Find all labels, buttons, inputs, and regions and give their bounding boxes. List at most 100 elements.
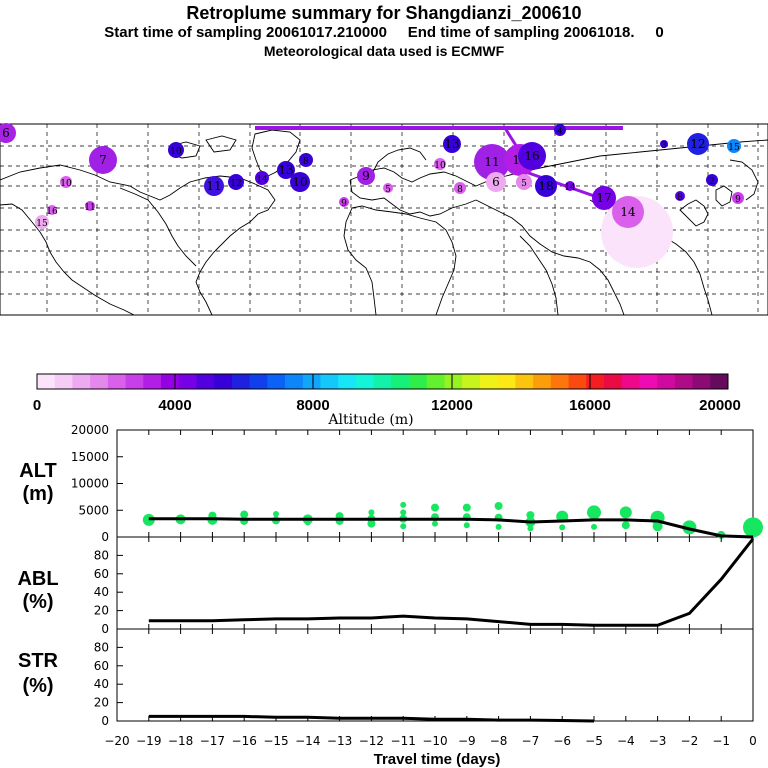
plume-marker-label-29: 11 (84, 203, 95, 213)
alt-scatter-point-30 (526, 511, 535, 520)
x-tick-label-17: −3 (649, 734, 667, 748)
plume-marker-label-8: 13 (278, 163, 293, 177)
x-tick-label-5: −15 (263, 734, 288, 748)
colorbar-segment-13 (267, 374, 286, 389)
colorbar-segment-6 (143, 374, 162, 389)
colorbar-segment-32 (603, 374, 623, 389)
plume-marker-16 (518, 142, 546, 170)
plume-marker-label-17: 18 (538, 179, 553, 193)
colorbar-segments (37, 374, 729, 389)
plume-marker-1 (89, 146, 117, 174)
plume-marker-27 (554, 124, 566, 136)
plume-marker-24 (675, 191, 685, 201)
plume-marker-label-33: 8 (457, 185, 463, 195)
colorbar-title: Altitude (m) (327, 412, 413, 428)
plume-marker-10 (299, 153, 313, 167)
plume-marker-34 (383, 183, 393, 193)
x-axis-label: Travel time (days) (374, 751, 501, 768)
colorbar-segment-34 (639, 374, 658, 389)
alt-scatter-point-25 (495, 523, 502, 530)
plume-marker-14 (474, 144, 510, 180)
plume-marker-label-19: 14 (620, 205, 636, 219)
x-tick-label-6: −14 (295, 734, 320, 748)
colorbar-segment-7 (161, 374, 180, 389)
plume-marker-label-7: 14 (256, 175, 268, 185)
plume-marker-4 (168, 142, 184, 158)
colorbar-segment-2 (72, 374, 91, 389)
x-tick-label-0: −20 (104, 734, 129, 748)
alt-scatter-point-41 (743, 517, 763, 538)
x-tick-label-2: −18 (168, 734, 193, 748)
x-tick-label-16: −4 (617, 734, 635, 748)
colorbar-segment-16 (320, 374, 339, 389)
title-block: Retroplume summary for Shangdianzi_20061… (0, 2, 768, 60)
alt-scatter-point-31 (559, 524, 566, 531)
alt-scatter-point-24 (462, 503, 471, 512)
plume-marker-11 (357, 167, 375, 185)
x-tick-label-9: −11 (391, 734, 416, 748)
cb-tick-20000: 20000 (699, 397, 741, 414)
plume-marker-label-6: 12 (230, 179, 241, 189)
abl-ytick-label-2: 40 (94, 585, 109, 599)
plume-marker-13 (443, 135, 461, 153)
alt-series-line (148, 517, 754, 539)
met-data-line: Meteorological data used is ECMWF (263, 43, 505, 59)
plume-marker-label-9: 10 (292, 175, 307, 189)
chart-title: Retroplume summary for Shangdianzi_20061… (186, 3, 582, 23)
alt-scatter-point-27 (494, 501, 503, 510)
plume-marker-label-23: 2 (709, 177, 715, 187)
plume-marker-21 (727, 139, 741, 153)
colorbar-segment-33 (621, 374, 640, 389)
colorbar-segment-29 (550, 374, 570, 389)
x-tick-label-10: −10 (422, 734, 447, 748)
plume-marker-label-24: 8 (677, 193, 683, 203)
cb-tick-12000: 12000 (431, 397, 473, 414)
colorbar-segment-26 (497, 374, 516, 389)
colorbar-segment-35 (657, 374, 676, 389)
abl-ytick-label-1: 20 (94, 604, 109, 618)
alt-ytick-label-2: 10000 (71, 477, 109, 491)
str-ytick-label-0: 0 (101, 714, 109, 728)
str-label: STR (18, 650, 59, 672)
plume-marker-label-34: 5 (385, 185, 391, 195)
plume-marker-label-27: 4 (557, 127, 563, 137)
colorbar-segment-4 (107, 374, 127, 389)
x-tick-label-20: 0 (749, 734, 757, 748)
plume-marker-12 (434, 158, 446, 170)
world-map: 6715161011121413108910131119161817141215… (0, 123, 768, 316)
x-tick-label-4: −16 (232, 734, 257, 748)
abl-unit: (%) (22, 591, 53, 613)
alt-scatter-point-33 (591, 523, 597, 530)
plume-marker-label-28: 10 (60, 179, 72, 189)
plume-marker-label-14: 11 (484, 155, 499, 169)
abl-panel-frame (116, 536, 754, 630)
colorbar-segment-31 (586, 374, 605, 389)
cb-tick-0: 0 (33, 397, 41, 414)
sampling-times: Start time of sampling 20061017.210000 E… (104, 24, 664, 41)
colorbar-segment-21 (409, 374, 428, 389)
plume-marker-31 (565, 181, 575, 191)
x-tick-label-15: −5 (585, 734, 603, 748)
plume-marker-17 (535, 175, 557, 197)
colorbar-segment-0 (37, 374, 56, 389)
colorbar-segment-20 (391, 374, 410, 389)
plume-marker-label-12: 10 (434, 161, 446, 171)
alt-scatter-point-35 (621, 521, 630, 530)
alt-scatter-point-21 (431, 503, 439, 512)
str-ytick-label-3: 60 (94, 659, 109, 673)
colorbar-segment-9 (196, 374, 215, 389)
x-tick-label-3: −17 (200, 734, 225, 748)
plume-marker-label-18: 17 (596, 191, 611, 205)
cb-tick-4000: 4000 (158, 397, 191, 414)
colorbar-segment-14 (285, 374, 304, 389)
plume-marker-label-22: 3 (661, 141, 667, 151)
x-tick-label-11: −9 (458, 734, 476, 748)
plume-marker-23 (706, 174, 718, 186)
plume-marker-33 (454, 182, 466, 194)
plume-marker-18 (592, 186, 616, 210)
plume-marker-label-20: 12 (690, 137, 705, 151)
plume-marker-19 (612, 196, 644, 228)
plume-marker-2 (35, 215, 49, 229)
plume-marker-label-10: 8 (303, 157, 309, 167)
